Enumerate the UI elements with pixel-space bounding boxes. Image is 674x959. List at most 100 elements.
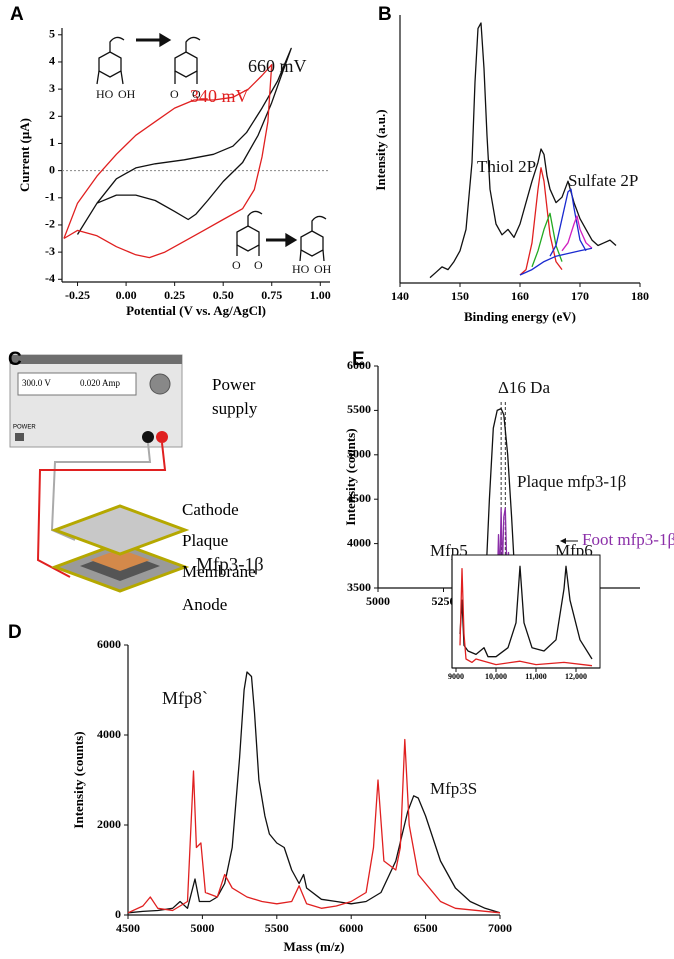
x-axis-label: Binding energy (eV) bbox=[464, 309, 576, 324]
x-tick-label: 0.50 bbox=[213, 288, 234, 302]
annotation: Foot mfp3-1β bbox=[582, 530, 674, 549]
y-axis-label: Intensity (counts) bbox=[71, 731, 86, 828]
y-tick-label: 5000 bbox=[347, 447, 371, 461]
spectrum-line bbox=[519, 247, 593, 276]
y-tick-label: -2 bbox=[45, 217, 55, 231]
annotation: HO bbox=[292, 262, 310, 276]
y-tick-label: 0 bbox=[115, 907, 121, 921]
panel-label: E bbox=[352, 349, 365, 370]
x-tick-label: 5250 bbox=[432, 594, 456, 608]
power-supply-diagram: 300.0 V 0.020 Amp POWER Power supply Cat… bbox=[8, 349, 258, 614]
x-tick-label: 0.25 bbox=[164, 288, 185, 302]
spectrum-line bbox=[127, 671, 501, 914]
x-tick-label: 0.75 bbox=[261, 288, 282, 302]
spectrum-line bbox=[484, 407, 517, 589]
annotation: OH bbox=[314, 262, 332, 276]
annotation: O bbox=[232, 258, 241, 272]
y-tick-label: 1 bbox=[49, 135, 55, 149]
annotation-arrow-head bbox=[560, 538, 566, 544]
x-axis-label: Mass (m/z) bbox=[283, 939, 344, 954]
x-tick-label: 5000 bbox=[190, 921, 214, 935]
display-voltage: 300.0 V bbox=[22, 378, 51, 388]
x-tick-label: -0.25 bbox=[65, 288, 90, 302]
y-tick-label: 4 bbox=[49, 54, 55, 68]
panel-label: C bbox=[8, 349, 22, 370]
layer-label: Anode bbox=[182, 595, 227, 614]
y-axis-label: Intensity (a.u.) bbox=[373, 109, 388, 190]
annotation: O bbox=[254, 258, 263, 272]
spectrum-line bbox=[429, 22, 617, 279]
y-tick-label: 5 bbox=[49, 27, 55, 41]
annotation: O bbox=[192, 87, 201, 101]
spectrum-line bbox=[519, 167, 563, 276]
power-button-label: POWER bbox=[13, 425, 36, 431]
annotation: Mfp3S bbox=[430, 779, 477, 798]
spectrum-line bbox=[549, 188, 587, 257]
x-tick-label: 6000 bbox=[339, 921, 363, 935]
x-tick-label: 1.00 bbox=[310, 288, 331, 302]
display-current: 0.020 Amp bbox=[80, 378, 121, 388]
annotation: HO bbox=[96, 87, 114, 101]
panel-label: A bbox=[10, 4, 24, 25]
y-tick-label: -3 bbox=[45, 244, 55, 258]
x-tick-label: 5500 bbox=[265, 921, 289, 935]
layer-label: Membrane bbox=[182, 562, 256, 581]
x-tick-label: 9000 bbox=[448, 672, 464, 681]
y-tick-label: 6000 bbox=[97, 637, 121, 651]
y-axis-label: Intensity (counts) bbox=[343, 428, 358, 525]
annotation: 340 mV bbox=[190, 86, 249, 106]
y-tick-label: 0 bbox=[49, 162, 55, 176]
x-tick-label: 170 bbox=[571, 289, 589, 303]
panel-label: D bbox=[8, 622, 22, 643]
y-tick-label: 6000 bbox=[347, 358, 371, 372]
inset-frame bbox=[451, 554, 601, 669]
y-tick-label: 3500 bbox=[347, 580, 371, 594]
annotation: 660 mV bbox=[248, 56, 307, 76]
panel-label: B bbox=[378, 4, 392, 25]
x-tick-label: 10,000 bbox=[485, 672, 507, 681]
annotation: OH bbox=[118, 87, 136, 101]
y-tick-label: -4 bbox=[45, 271, 55, 285]
x-tick-label: 11,000 bbox=[525, 672, 547, 681]
spectrum-line bbox=[531, 212, 563, 268]
x-tick-label: 5000 bbox=[366, 594, 390, 608]
spectrum-line bbox=[459, 567, 593, 667]
spectrum-line bbox=[561, 215, 593, 252]
annotation: Plaque mfp3-1β bbox=[517, 472, 626, 491]
layer-label: Plaque bbox=[182, 531, 228, 550]
spectrum-line bbox=[76, 47, 292, 235]
power-label: supply bbox=[212, 399, 258, 418]
x-tick-label: 0.00 bbox=[116, 288, 137, 302]
y-tick-label: 5500 bbox=[347, 402, 371, 416]
x-tick-label: 6500 bbox=[414, 921, 438, 935]
power-label: Power bbox=[212, 375, 256, 394]
annotation: Δ16 Da bbox=[498, 378, 550, 397]
y-axis-label: Current (μA) bbox=[17, 118, 32, 192]
y-tick-label: 2 bbox=[49, 108, 55, 122]
y-tick-label: 2000 bbox=[97, 817, 121, 831]
x-tick-label: 180 bbox=[631, 289, 649, 303]
spectrum-line bbox=[63, 64, 273, 259]
y-tick-label: 4000 bbox=[347, 535, 371, 549]
y-tick-label: 3 bbox=[49, 81, 55, 95]
x-tick-label: 140 bbox=[391, 289, 409, 303]
annotation: Sulfate 2P bbox=[568, 171, 638, 190]
spectrum-line bbox=[459, 565, 593, 660]
x-tick-label: 12,000 bbox=[565, 672, 587, 681]
annotation: Mfp8` bbox=[162, 688, 208, 708]
annotation: Thiol 2P bbox=[477, 157, 536, 176]
annotation: O bbox=[170, 87, 179, 101]
x-tick-label: 160 bbox=[511, 289, 529, 303]
y-tick-label: 4000 bbox=[97, 727, 121, 741]
y-tick-label: 4500 bbox=[347, 491, 371, 505]
spectrum-line bbox=[127, 738, 501, 914]
x-tick-label: 4500 bbox=[116, 921, 140, 935]
layer-label: Cathode bbox=[182, 500, 239, 519]
x-tick-label: 150 bbox=[451, 289, 469, 303]
molecule-icons bbox=[96, 32, 327, 262]
x-axis-label: Potential (V vs. Ag/AgCl) bbox=[126, 303, 266, 318]
annotation: Mfp3-1β bbox=[196, 554, 264, 575]
y-tick-label: -1 bbox=[45, 190, 55, 204]
x-tick-label: 7000 bbox=[488, 921, 512, 935]
